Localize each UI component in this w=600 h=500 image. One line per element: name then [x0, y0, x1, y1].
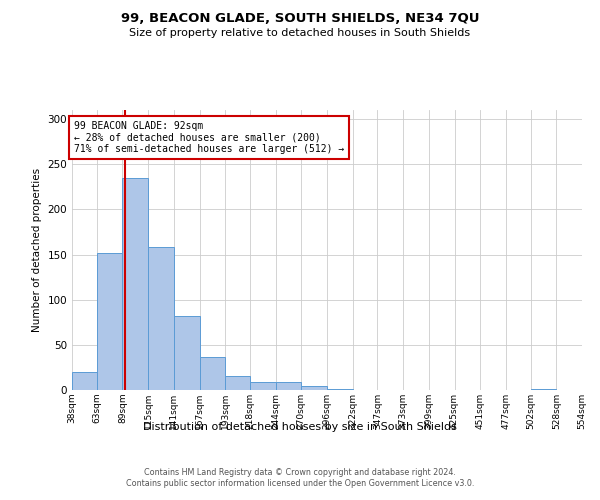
Text: 99 BEACON GLADE: 92sqm
← 28% of detached houses are smaller (200)
71% of semi-de: 99 BEACON GLADE: 92sqm ← 28% of detached… — [74, 121, 344, 154]
Bar — [530, 389, 556, 390]
Text: Contains public sector information licensed under the Open Government Licence v3: Contains public sector information licen… — [126, 480, 474, 488]
Text: 99, BEACON GLADE, SOUTH SHIELDS, NE34 7QU: 99, BEACON GLADE, SOUTH SHIELDS, NE34 7Q… — [121, 12, 479, 26]
Bar — [301, 386, 327, 390]
Bar — [199, 356, 225, 390]
Text: Contains HM Land Registry data © Crown copyright and database right 2024.: Contains HM Land Registry data © Crown c… — [144, 468, 456, 477]
Bar — [174, 316, 199, 390]
Bar — [327, 389, 353, 390]
Bar — [97, 252, 122, 390]
Text: Size of property relative to detached houses in South Shields: Size of property relative to detached ho… — [130, 28, 470, 38]
Bar — [225, 376, 250, 390]
Bar — [122, 178, 148, 390]
Y-axis label: Number of detached properties: Number of detached properties — [32, 168, 42, 332]
Bar — [72, 372, 97, 390]
Bar — [275, 382, 301, 390]
Bar — [148, 248, 174, 390]
Bar — [250, 382, 275, 390]
Text: Distribution of detached houses by size in South Shields: Distribution of detached houses by size … — [143, 422, 457, 432]
Bar — [582, 389, 600, 390]
